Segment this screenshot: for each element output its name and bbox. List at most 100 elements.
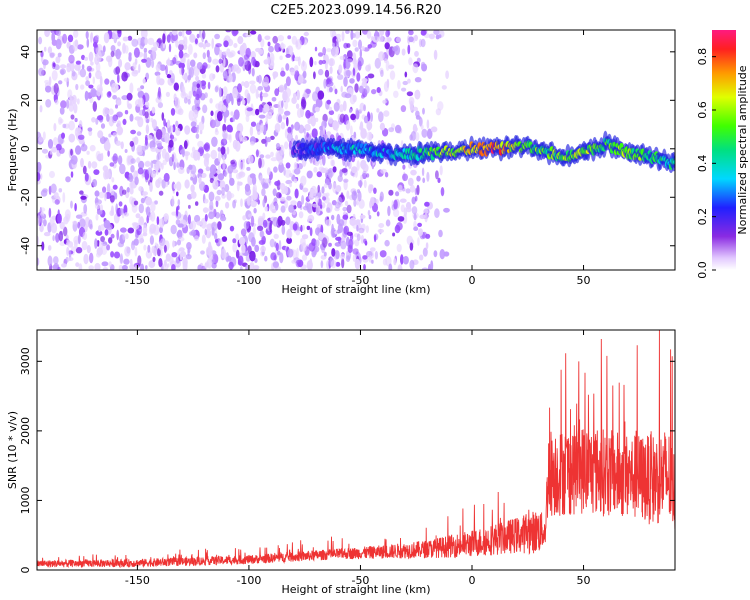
spectrogram-noise-blob	[355, 219, 361, 224]
spectrogram-noise-blob	[196, 88, 203, 99]
spectrogram-noise-blob	[285, 63, 290, 71]
spectrogram-noise-blob	[111, 114, 118, 124]
spectrogram-noise-blob	[419, 214, 426, 220]
spectrogram-noise-blob	[394, 124, 402, 134]
spectrogram-noise-blob	[317, 90, 325, 100]
spectrogram-noise-blob	[219, 238, 223, 246]
spectrogram-noise-blob	[37, 172, 41, 182]
spectrogram-noise-blob	[441, 85, 447, 90]
spectrogram-noise-blob	[120, 227, 127, 233]
spectrogram-noise-blob	[277, 215, 283, 227]
spectrogram-noise-blob	[63, 216, 69, 225]
spectrogram-noise-blob	[237, 260, 243, 266]
spectrogram-noise-blob	[409, 259, 415, 270]
spectrogram-noise-blob	[152, 224, 160, 236]
spectrogram-noise-blob	[416, 57, 421, 63]
spectrogram-noise-blob	[98, 239, 104, 251]
spectrogram-noise-blob	[435, 108, 442, 116]
spectrogram-noise-blob	[232, 242, 238, 253]
spectrogram-noise-blob	[66, 99, 70, 109]
spectrogram-noise-blob	[205, 166, 211, 172]
spectrogram-noise-blob	[94, 55, 100, 65]
spectrogram-noise-blob	[53, 137, 58, 146]
spectrogram-noise-blob	[321, 186, 325, 194]
spectrogram-noise-blob	[252, 226, 256, 236]
spectrogram-noise-blob	[215, 43, 222, 48]
spectrogram-noise-blob	[411, 196, 416, 205]
spectrogram-noise-blob	[49, 149, 53, 155]
spectrogram-noise-blob	[47, 245, 52, 251]
spectrogram-noise-blob	[222, 51, 229, 56]
spectrogram-noise-blob	[250, 215, 255, 227]
spectrogram-noise-blob	[337, 229, 341, 234]
spectrogram-noise-blob	[171, 252, 178, 258]
spectrogram-noise-blob	[412, 63, 419, 74]
spectrogram-noise-blob	[408, 30, 414, 36]
spectrogram-noise-blob	[211, 136, 218, 147]
spectrogram-noise-blob	[438, 229, 443, 238]
spectrogram-noise-blob	[374, 30, 378, 41]
spectrogram-noise-blob	[383, 81, 389, 92]
spectrogram-noise-blob	[214, 195, 221, 202]
spectrogram-noise-blob	[331, 159, 335, 167]
spectrogram-noise-blob	[424, 201, 430, 207]
spectrogram-noise-blob	[173, 183, 177, 190]
spectrogram-noise-blob	[226, 134, 231, 140]
spectrogram-noise-blob	[78, 120, 83, 128]
spectrogram-noise-blob	[373, 187, 377, 194]
spectrogram-noise-blob	[137, 90, 145, 99]
spectrogram-noise-blob	[226, 190, 232, 201]
spectrogram-noise-blob	[48, 76, 52, 86]
spectrogram-noise-blob	[426, 171, 430, 182]
spectrogram-noise-blob	[272, 217, 279, 227]
spectrogram-noise-blob	[345, 58, 353, 63]
spectrogram-noise-blob	[121, 95, 129, 101]
spectrogram-noise-blob	[300, 60, 307, 72]
spectrogram-noise-blob	[126, 155, 131, 166]
spectrogram-noise-blob	[171, 153, 175, 163]
spectrogram-noise-blob	[367, 63, 371, 71]
spectrogram-noise-blob	[67, 34, 74, 43]
spectrogram-noise-blob	[246, 107, 253, 112]
spectrogram-noise-blob	[173, 82, 179, 91]
spectrogram-noise-blob	[328, 58, 335, 67]
spectrogram-noise-blob	[65, 176, 71, 183]
spectrogram-noise-blob	[214, 33, 221, 40]
spectrogram-noise-blob	[407, 78, 411, 84]
spectrogram-noise-blob	[292, 223, 298, 231]
spectrogram-noise-blob	[382, 99, 387, 104]
spectrogram-noise-blob	[435, 170, 439, 180]
spectrogram-noise-blob	[110, 50, 115, 58]
spectrogram-noise-blob	[43, 46, 47, 52]
spectrogram-noise-blob	[161, 112, 165, 121]
spectrogram-noise-blob	[130, 129, 137, 135]
spectrogram-noise-blob	[177, 166, 185, 174]
spectrogram-noise-blob	[54, 199, 60, 205]
spectrogram-noise-blob	[209, 98, 213, 104]
spectrogram-noise-blob	[303, 128, 306, 134]
spectrogram-frame	[36, 29, 676, 271]
spectrogram-noise-blob	[74, 39, 79, 47]
spectrogram-noise-blob	[361, 46, 365, 52]
spectrogram-noise-blob	[149, 227, 154, 235]
spectrogram-noise-blob	[217, 173, 225, 181]
spectrogram-noise-blob	[142, 224, 148, 235]
spectrogram-noise-blob	[384, 239, 390, 247]
spectrogram-noise-blob	[241, 81, 245, 87]
spectrogram-noise-blob	[259, 154, 265, 159]
spectrogram-noise-blob	[326, 99, 332, 105]
spectrogram-noise-blob	[364, 240, 368, 246]
spectrogram-noise-blob	[329, 66, 333, 74]
spectrogram-noise-blob	[415, 115, 421, 120]
spectrogram-noise-blob	[217, 221, 222, 230]
spectrogram-noise-blob	[344, 200, 349, 206]
snr-line	[37, 330, 675, 569]
spectrogram-noise-blob	[128, 174, 134, 183]
spectrogram-noise-blob	[232, 87, 239, 99]
spectrogram-noise-blob	[122, 42, 126, 54]
spectrogram-noise-blob	[102, 45, 106, 53]
spectrogram-noise-blob	[385, 60, 390, 72]
spectrogram-noise-blob	[98, 191, 105, 199]
spectrogram-noise-blob	[88, 219, 93, 229]
spectrogram-noise-blob	[202, 104, 208, 114]
